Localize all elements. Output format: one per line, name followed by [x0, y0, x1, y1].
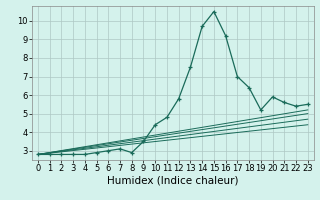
X-axis label: Humidex (Indice chaleur): Humidex (Indice chaleur): [107, 176, 238, 186]
